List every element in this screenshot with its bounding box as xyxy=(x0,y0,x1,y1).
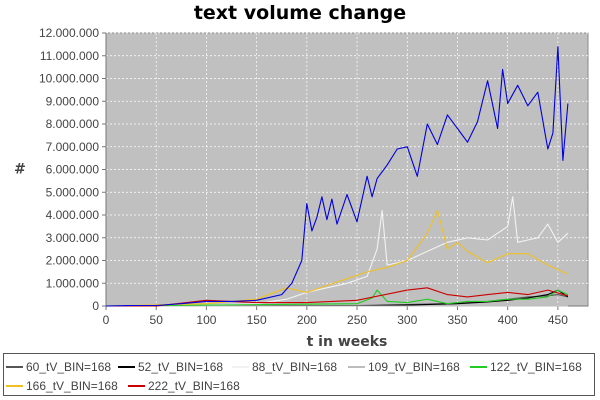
x-tick-label: 50 xyxy=(150,313,164,327)
x-tick-label: 150 xyxy=(247,313,267,327)
legend-swatch xyxy=(348,366,365,368)
legend-label: 122_tV_BIN=168 xyxy=(490,360,582,374)
y-tick-label: 7.000.000 xyxy=(46,140,100,154)
legend-swatch xyxy=(232,366,249,368)
series-line-2 xyxy=(105,196,569,307)
y-tick-label: 2.000.000 xyxy=(46,254,100,268)
y-tick-label: 11.000.000 xyxy=(40,49,99,63)
x-tick-label: 350 xyxy=(447,313,467,327)
x-tick-label: 0 xyxy=(103,313,110,327)
x-axis-label: t in weeks xyxy=(307,334,388,350)
series-line-5 xyxy=(105,209,569,307)
x-tick-label: 400 xyxy=(498,313,518,327)
y-tick-label: 5.000.000 xyxy=(46,185,100,199)
legend-label: 166_tV_BIN=168 xyxy=(26,379,118,393)
legend-item: 60_tV_BIN=168 xyxy=(6,360,111,374)
legend-label: 109_tV_BIN=168 xyxy=(368,360,460,374)
grid-lines xyxy=(106,32,588,306)
y-tick-label: 6.000.000 xyxy=(46,163,100,177)
series-layer xyxy=(105,46,569,307)
axis-labels: t in weeks # xyxy=(14,162,387,351)
y-tick-label: 9.000.000 xyxy=(46,94,100,108)
legend-label: 88_tV_BIN=168 xyxy=(252,360,338,374)
legend-swatch xyxy=(118,366,135,368)
series-line-4 xyxy=(105,289,569,307)
series-line-7 xyxy=(105,46,569,307)
chart-title: text volume change xyxy=(193,2,407,24)
legend-item: 52_tV_BIN=168 xyxy=(118,360,223,374)
legend-item: 122_tV_BIN=168 xyxy=(470,360,582,374)
legend-swatch xyxy=(470,366,487,368)
legend-swatch xyxy=(6,366,23,368)
legend-label: 52_tV_BIN=168 xyxy=(138,360,224,374)
x-tick-label: 200 xyxy=(297,313,317,327)
y-tick-label: 8.000.000 xyxy=(46,117,100,131)
x-tick-label: 300 xyxy=(397,313,417,327)
legend-label: 222_tV_BIN=168 xyxy=(148,379,240,393)
line-chart: 0 1.000.000 2.000.000 3.000.000 4.000.000 5.0… xyxy=(14,26,589,351)
legend: 60_tV_BIN=168 52_tV_BIN=168 88_tV_BIN=16… xyxy=(3,353,595,396)
y-tick-label: 10.000.000 xyxy=(39,72,99,86)
y-tick-label: 1.000.000 xyxy=(46,276,100,290)
y-tick-label: 4.000.000 xyxy=(46,208,100,222)
legend-item: 166_tV_BIN=168 xyxy=(6,379,118,393)
legend-item: 88_tV_BIN=168 xyxy=(232,360,337,374)
y-axis-label: # xyxy=(14,162,26,178)
x-tick-label: 450 xyxy=(548,313,568,327)
y-tick-label: 3.000.000 xyxy=(46,231,100,245)
x-tick-label: 250 xyxy=(347,313,367,327)
legend-item: 109_tV_BIN=168 xyxy=(348,360,460,374)
y-tick-label: 12.000.000 xyxy=(39,26,99,40)
legend-item: 222_tV_BIN=168 xyxy=(128,379,240,393)
legend-swatch xyxy=(128,385,145,387)
legend-label: 60_tV_BIN=168 xyxy=(26,360,112,374)
x-tick-label: 100 xyxy=(196,313,216,327)
legend-swatch xyxy=(6,385,23,387)
y-tick-label: 0 xyxy=(92,299,99,313)
